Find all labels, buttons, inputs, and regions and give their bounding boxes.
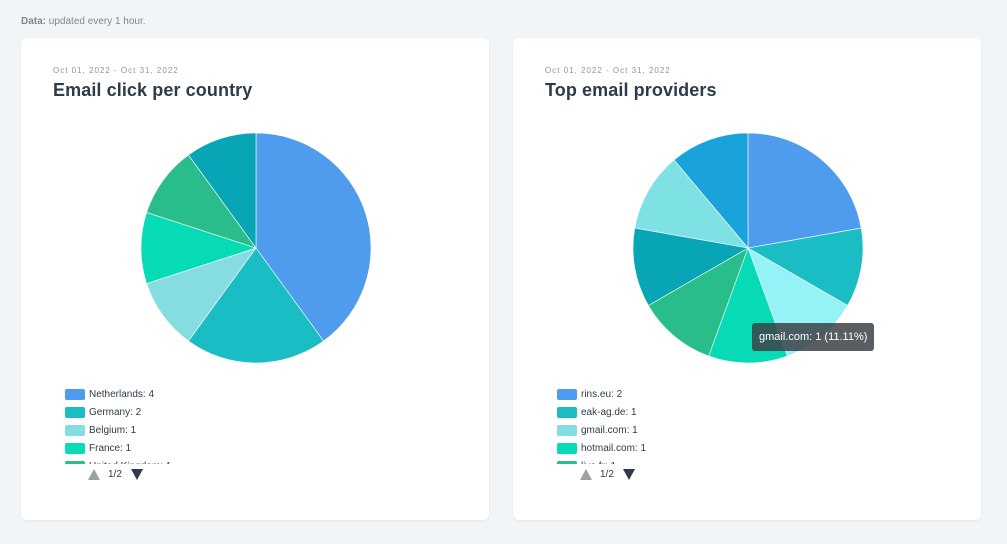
legend-item[interactable]: France: 1: [65, 439, 325, 457]
legend-item[interactable]: live.fr: 1: [557, 457, 817, 464]
legend-swatch: [557, 388, 577, 400]
legend-label: Germany: 2: [89, 406, 142, 418]
legend-swatch: [557, 406, 577, 418]
note-text: updated every 1 hour.: [48, 16, 146, 27]
legend-swatch: [65, 442, 85, 454]
pager-label: 1/2: [108, 469, 122, 480]
legend-swatch: [557, 442, 577, 454]
pie-slice[interactable]: [146, 247, 257, 342]
pager-up-arrow-icon[interactable]: [580, 469, 592, 480]
pie-chart[interactable]: [136, 128, 376, 368]
pie-slice[interactable]: [140, 212, 257, 284]
legend-pager: 1/2: [580, 469, 635, 480]
pie-slice[interactable]: [187, 247, 325, 364]
legend-label: live.fr: 1: [581, 461, 616, 465]
legend-item[interactable]: United Kingdom: 1: [65, 457, 325, 464]
legend-swatch: [65, 424, 85, 436]
pie-chart[interactable]: [628, 128, 868, 368]
pie-slice[interactable]: [187, 132, 257, 249]
pie-slice[interactable]: [647, 247, 749, 357]
legend-item[interactable]: eak-ag.de: 1: [557, 403, 817, 421]
legend-label: eak-ag.de: 1: [581, 406, 637, 418]
note-label: Data:: [21, 16, 47, 27]
legend-item[interactable]: rins.eu: 2: [557, 385, 817, 403]
legend-item[interactable]: hotmail.com: 1: [557, 439, 817, 457]
legend-label: United Kingdom: 1: [89, 461, 171, 465]
legend-swatch: [65, 388, 85, 400]
data-update-note: Data: updated every 1 hour.: [21, 16, 146, 27]
legend-label: gmail.com: 1: [581, 424, 638, 436]
pie-slice[interactable]: [146, 154, 257, 249]
chart-card-country: Oct 01, 2022 - Oct 31, 2022 Email click …: [21, 38, 489, 520]
legend-swatch: [557, 424, 577, 436]
pager-up-arrow-icon[interactable]: [88, 469, 100, 480]
pie-slice[interactable]: [673, 132, 749, 249]
legend-swatch: [65, 460, 85, 464]
pager-label: 1/2: [600, 469, 614, 480]
legend-swatch: [65, 406, 85, 418]
pie-slice[interactable]: [747, 227, 864, 306]
pager-down-arrow-icon[interactable]: [130, 469, 143, 480]
slice-tooltip: gmail.com: 1 (11.11%): [752, 323, 875, 351]
pie-slice[interactable]: [634, 159, 749, 249]
pager-down-arrow-icon[interactable]: [622, 469, 635, 480]
legend-item[interactable]: Germany: 2: [65, 403, 325, 421]
legend-label: hotmail.com: 1: [581, 442, 647, 454]
legend-label: France: 1: [89, 442, 132, 454]
legend: Netherlands: 4 Germany: 2 Belgium: 1 France…: [65, 385, 325, 464]
pie-slice[interactable]: [255, 132, 372, 342]
legend-label: Netherlands: 4: [89, 388, 155, 400]
date-range: Oct 01, 2022 - Oct 31, 2022: [53, 66, 179, 75]
legend-pager: 1/2: [88, 469, 143, 480]
legend-label: rins.eu: 2: [581, 388, 623, 400]
chart-title: Email click per country: [53, 80, 253, 100]
chart-title: Top email providers: [545, 80, 717, 100]
legend-label: Belgium: 1: [89, 424, 137, 436]
legend-swatch: [557, 460, 577, 464]
legend: rins.eu: 2 eak-ag.de: 1 gmail.com: 1 hotmai…: [557, 385, 817, 464]
legend-item[interactable]: gmail.com: 1: [557, 421, 817, 439]
legend-item[interactable]: Netherlands: 4: [65, 385, 325, 403]
date-range: Oct 01, 2022 - Oct 31, 2022: [545, 66, 671, 75]
pie-slice[interactable]: [632, 227, 749, 306]
legend-item[interactable]: Belgium: 1: [65, 421, 325, 439]
chart-card-providers: Oct 01, 2022 - Oct 31, 2022 Top email pr…: [513, 38, 981, 520]
pie-slice[interactable]: [747, 132, 862, 249]
